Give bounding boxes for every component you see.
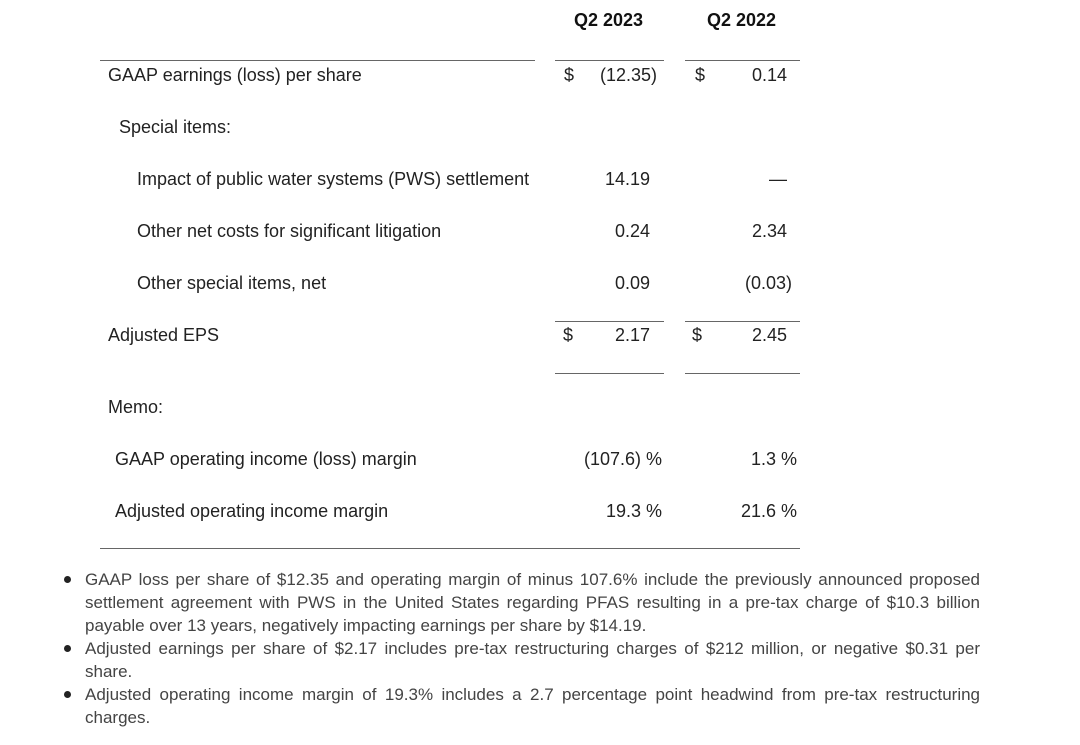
currency-sign: $ xyxy=(692,325,703,345)
value-q2-2023: (12.35) xyxy=(600,65,658,85)
value-q2-2022: — xyxy=(769,169,787,189)
row-label: Adjusted operating income margin xyxy=(115,501,389,521)
value-q2-2022: 0.14 xyxy=(751,65,787,85)
row-label: Other net costs for significant litigati… xyxy=(137,221,442,241)
row-label: GAAP earnings (loss) per share xyxy=(108,65,362,85)
label-top-rule xyxy=(100,60,535,61)
row-label: Other special items, net xyxy=(137,273,327,293)
column-header-q2-2023: Q2 2023 xyxy=(574,10,644,30)
row-label: GAAP operating income (loss) margin xyxy=(115,449,417,469)
column-header-q2-2022: Q2 2022 xyxy=(707,10,777,30)
footnote-bullets: GAAP loss per share of $12.35 and operat… xyxy=(60,568,980,729)
table-bottom-rule xyxy=(100,548,800,549)
bullet-item: GAAP loss per share of $12.35 and operat… xyxy=(60,568,980,637)
col1-top-rule xyxy=(555,60,664,61)
value-q2-2023: 14.19 xyxy=(604,169,650,189)
col1-total-rule xyxy=(555,373,664,374)
value-q2-2023: 19.3 % xyxy=(605,501,662,521)
row-label: Impact of public water systems (PWS) set… xyxy=(137,169,530,189)
value-q2-2022: 2.34 xyxy=(751,221,787,241)
bullet-item: Adjusted earnings per share of $2.17 inc… xyxy=(60,637,980,683)
currency-sign: $ xyxy=(564,65,575,85)
col1-subtotal-rule xyxy=(555,321,664,322)
currency-sign: $ xyxy=(695,65,706,85)
value-q2-2023: 0.09 xyxy=(614,273,650,293)
memo-heading: Memo: xyxy=(108,397,164,417)
value-q2-2022: 21.6 % xyxy=(740,501,797,521)
currency-sign: $ xyxy=(563,325,574,345)
value-q2-2022: 1.3 % xyxy=(750,449,797,469)
col2-subtotal-rule xyxy=(685,321,800,322)
value-q2-2022: 2.45 xyxy=(751,325,787,345)
row-label: Adjusted EPS xyxy=(108,325,220,345)
col2-top-rule xyxy=(685,60,800,61)
bullet-item: Adjusted operating income margin of 19.3… xyxy=(60,683,980,729)
value-q2-2022: (0.03) xyxy=(744,273,792,293)
special-items-heading: Special items: xyxy=(119,117,232,137)
col2-total-rule xyxy=(685,373,800,374)
value-q2-2023: 2.17 xyxy=(614,325,650,345)
value-q2-2023: (107.6) % xyxy=(583,449,662,469)
value-q2-2023: 0.24 xyxy=(614,221,650,241)
